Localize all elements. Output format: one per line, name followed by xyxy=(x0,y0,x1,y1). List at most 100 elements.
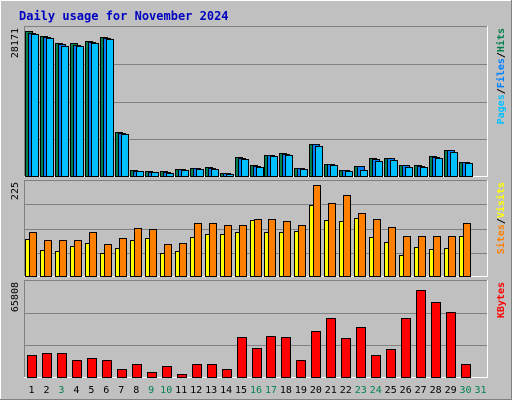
x-tick-label: 7 xyxy=(118,385,124,396)
x-tick-label: 20 xyxy=(310,385,322,396)
panel-hits-files-pages: 28171 Pages/Files/Hits xyxy=(10,26,507,177)
bar-sites-day-2 xyxy=(44,240,52,277)
x-tick-label: 12 xyxy=(190,385,202,396)
bar-sites-day-29 xyxy=(448,236,456,277)
y-max-label: 28171 xyxy=(10,28,21,58)
bar-pages-day-25 xyxy=(390,160,398,177)
bar-sites-day-20 xyxy=(313,185,321,277)
legend-label: Pages/Files/Hits xyxy=(495,28,507,124)
bar-pages-day-19 xyxy=(300,169,308,177)
bar-pages-day-1 xyxy=(31,34,39,177)
bar-kbytes-day-20 xyxy=(311,331,321,378)
bar-sites-day-25 xyxy=(388,227,396,277)
bar-kbytes-day-29 xyxy=(446,312,456,378)
bar-pages-day-2 xyxy=(46,38,54,177)
legend-separator: / xyxy=(496,52,507,58)
bar-pages-day-7 xyxy=(121,134,129,177)
bar-kbytes-day-3 xyxy=(57,353,67,378)
bar-sites-day-12 xyxy=(194,223,202,277)
bar-pages-day-13 xyxy=(211,169,219,177)
x-tick-label: 6 xyxy=(103,385,109,396)
legend-files: Files xyxy=(495,58,507,88)
x-tick-label: 1 xyxy=(28,385,34,396)
bar-kbytes-day-10 xyxy=(162,366,172,378)
x-tick-label: 15 xyxy=(235,385,247,396)
bar-kbytes-day-17 xyxy=(266,336,276,378)
x-tick-label: 25 xyxy=(385,385,397,396)
x-tick-label: 4 xyxy=(73,385,79,396)
bar-kbytes-day-13 xyxy=(207,364,217,378)
bar-pages-day-8 xyxy=(136,171,144,177)
bar-sites-day-14 xyxy=(224,225,232,277)
x-tick-label: 30 xyxy=(459,385,471,396)
x-tick-label: 21 xyxy=(325,385,337,396)
bar-kbytes-day-23 xyxy=(356,327,366,378)
x-tick-label: 5 xyxy=(88,385,94,396)
x-tick-label: 23 xyxy=(355,385,367,396)
bar-sites-day-21 xyxy=(328,203,336,277)
x-tick-label: 10 xyxy=(160,385,172,396)
bar-kbytes-day-30 xyxy=(461,364,471,378)
bar-sites-day-19 xyxy=(298,225,306,277)
bar-kbytes-day-6 xyxy=(102,360,112,378)
legend-separator: / xyxy=(496,88,507,94)
legend-label: Sites/Visits xyxy=(495,182,507,254)
bar-pages-day-4 xyxy=(76,46,84,177)
bar-sites-day-15 xyxy=(239,225,247,277)
bar-pages-day-9 xyxy=(151,172,159,177)
legend-separator: / xyxy=(496,218,507,224)
x-tick-label: 2 xyxy=(43,385,49,396)
legend-kbytes: KBytes xyxy=(496,282,507,318)
bar-sites-day-13 xyxy=(209,223,217,277)
bar-kbytes-day-24 xyxy=(371,355,381,378)
panel-kbytes: 65808 KBytes xyxy=(10,280,507,378)
bar-pages-day-28 xyxy=(435,158,443,177)
bar-pages-day-22 xyxy=(345,171,353,177)
x-tick-label: 17 xyxy=(265,385,277,396)
bar-pages-day-21 xyxy=(330,165,338,177)
bar-pages-day-26 xyxy=(405,167,413,177)
bar-pages-day-15 xyxy=(241,159,249,177)
x-tick-label: 24 xyxy=(370,385,382,396)
bar-pages-day-17 xyxy=(270,156,278,177)
bar-pages-day-11 xyxy=(181,170,189,177)
bar-kbytes-day-5 xyxy=(87,358,97,378)
bar-pages-day-18 xyxy=(285,155,293,177)
legend-sites: Sites xyxy=(495,224,507,254)
bar-kbytes-day-2 xyxy=(42,353,52,378)
bar-sites-day-16 xyxy=(254,219,262,277)
bar-kbytes-day-26 xyxy=(401,318,411,378)
bar-sites-day-1 xyxy=(29,232,37,277)
legend-label: KBytes xyxy=(496,282,507,318)
bar-kbytes-day-14 xyxy=(222,369,232,378)
x-tick-label: 29 xyxy=(445,385,457,396)
x-tick-label: 28 xyxy=(430,385,442,396)
x-tick-label: 11 xyxy=(175,385,187,396)
bar-sites-day-18 xyxy=(283,221,291,277)
legend-visits: Visits xyxy=(495,182,507,218)
bar-pages-day-14 xyxy=(226,174,234,177)
bar-kbytes-day-7 xyxy=(117,369,127,378)
x-tick-label: 19 xyxy=(295,385,307,396)
bar-pages-day-27 xyxy=(420,167,428,177)
y-max-label: 225 xyxy=(10,182,21,200)
bar-sites-day-26 xyxy=(403,236,411,277)
chart-title: Daily usage for November 2024 xyxy=(19,9,229,23)
x-tick-label: 26 xyxy=(400,385,412,396)
bar-kbytes-day-18 xyxy=(281,337,291,378)
bar-pages-day-16 xyxy=(256,167,264,177)
x-tick-label: 31 xyxy=(474,385,486,396)
bar-sites-day-30 xyxy=(463,223,471,277)
bar-sites-day-17 xyxy=(268,219,276,277)
x-tick-label: 18 xyxy=(280,385,292,396)
x-tick-label: 13 xyxy=(205,385,217,396)
bar-pages-day-12 xyxy=(196,169,204,177)
bar-pages-day-10 xyxy=(166,173,174,177)
bar-pages-day-20 xyxy=(315,146,323,177)
bar-sites-day-4 xyxy=(74,240,82,277)
bar-sites-day-10 xyxy=(164,244,172,277)
bar-sites-day-27 xyxy=(418,236,426,277)
bar-kbytes-day-4 xyxy=(72,360,82,378)
